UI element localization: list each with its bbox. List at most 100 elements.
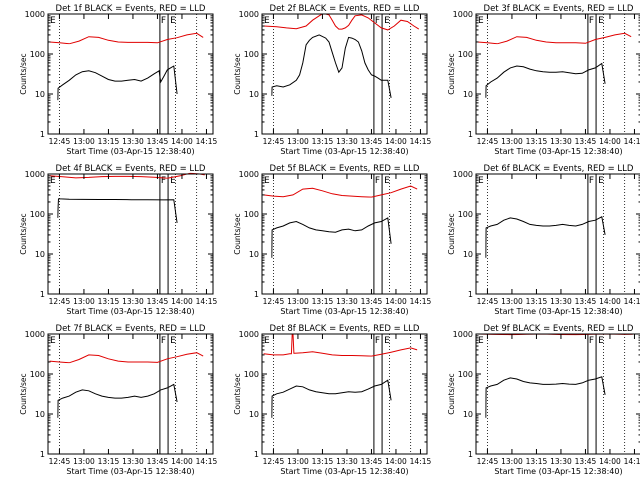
x-tick-label: 13:15 bbox=[312, 137, 334, 146]
x-tick-label: 14:15 bbox=[196, 457, 218, 466]
flag-label-e: E bbox=[598, 336, 604, 346]
y-tick-label: 1 bbox=[254, 130, 259, 139]
flag-label-f: F bbox=[589, 336, 594, 346]
plot-frame bbox=[261, 13, 428, 135]
x-axis-label: Start Time (03-Apr-15 12:38:40) bbox=[66, 467, 194, 476]
x-tick-label: 13:00 bbox=[287, 297, 309, 306]
y-axis-label: Counts/sec bbox=[233, 373, 242, 414]
y-tick-label: 100 bbox=[458, 50, 473, 59]
y-tick-label: 10 bbox=[35, 250, 45, 259]
x-tick-label: 13:30 bbox=[550, 297, 572, 306]
series-line-lld bbox=[478, 33, 632, 44]
y-tick-label: 100 bbox=[30, 210, 45, 219]
x-tick-label: 13:45 bbox=[361, 457, 383, 466]
x-tick-label: 14:00 bbox=[385, 137, 407, 146]
flag-label-f: F bbox=[375, 16, 380, 26]
plot-frame bbox=[261, 173, 428, 295]
x-axis-label: Start Time (03-Apr-15 12:38:40) bbox=[280, 147, 408, 156]
y-tick-label: 10 bbox=[249, 90, 259, 99]
y-tick-label: 1 bbox=[254, 290, 259, 299]
series-line-lld bbox=[264, 334, 418, 356]
flag-label-s: E bbox=[50, 176, 56, 186]
chart-title: Det 7f BLACK = Events, RED = LLD bbox=[56, 324, 206, 334]
flag-label-f: F bbox=[375, 336, 380, 346]
series-line-events bbox=[486, 377, 605, 418]
flag-label-s: E bbox=[478, 176, 484, 186]
x-tick-label: 14:00 bbox=[599, 137, 621, 146]
chart-title: Det 9f BLACK = Events, RED = LLD bbox=[484, 324, 634, 334]
series-line-lld bbox=[264, 186, 418, 197]
x-tick-label: 14:15 bbox=[196, 137, 218, 146]
flag-label-e: E bbox=[170, 176, 176, 186]
x-tick-label: 13:30 bbox=[122, 297, 144, 306]
x-tick-label: 13:30 bbox=[336, 457, 358, 466]
series-line-lld bbox=[50, 353, 204, 363]
chart-title: Det 5f BLACK = Events, RED = LLD bbox=[270, 164, 420, 174]
flag-label-f: F bbox=[161, 336, 166, 346]
y-tick-label: 10 bbox=[463, 90, 473, 99]
x-tick-label: 13:45 bbox=[575, 137, 597, 146]
y-tick-label: 100 bbox=[244, 50, 259, 59]
chart-title: Det 2f BLACK = Events, RED = LLD bbox=[270, 4, 420, 14]
y-tick-label: 1000 bbox=[25, 10, 45, 19]
series-line-lld bbox=[264, 14, 419, 30]
y-tick-label: 1 bbox=[40, 450, 45, 459]
x-tick-label: 14:15 bbox=[410, 457, 432, 466]
chart-title: Det 4f BLACK = Events, RED = LLD bbox=[56, 164, 206, 174]
x-tick-label: 12:45 bbox=[49, 457, 71, 466]
x-tick-label: 13:45 bbox=[361, 297, 383, 306]
series-line-events bbox=[486, 64, 605, 98]
x-tick-label: 13:00 bbox=[501, 297, 523, 306]
x-tick-label: 13:45 bbox=[147, 137, 169, 146]
x-tick-label: 13:45 bbox=[147, 457, 169, 466]
y-tick-label: 10 bbox=[463, 250, 473, 259]
y-tick-label: 1000 bbox=[239, 170, 259, 179]
plot-frame bbox=[475, 13, 640, 135]
x-tick-label: 13:00 bbox=[73, 297, 95, 306]
x-tick-label: 13:15 bbox=[526, 297, 548, 306]
flag-label-s: E bbox=[478, 336, 484, 346]
x-axis-label: Start Time (03-Apr-15 12:38:40) bbox=[66, 307, 194, 316]
y-tick-label: 1 bbox=[40, 290, 45, 299]
y-axis-label: Counts/sec bbox=[447, 373, 456, 414]
plot-frame bbox=[47, 13, 214, 135]
y-tick-label: 10 bbox=[249, 250, 259, 259]
y-tick-label: 100 bbox=[458, 210, 473, 219]
plot-frame bbox=[475, 333, 640, 455]
chart-title: Det 6f BLACK = Events, RED = LLD bbox=[484, 164, 634, 174]
series-line-events bbox=[58, 384, 177, 418]
x-tick-label: 13:45 bbox=[147, 297, 169, 306]
x-tick-label: 13:30 bbox=[122, 137, 144, 146]
flag-label-e: E bbox=[598, 176, 604, 186]
y-axis-label: Counts/sec bbox=[233, 53, 242, 94]
y-tick-label: 1 bbox=[40, 130, 45, 139]
y-axis-label: Counts/sec bbox=[233, 213, 242, 254]
x-tick-label: 13:15 bbox=[526, 137, 548, 146]
y-tick-label: 1000 bbox=[453, 170, 473, 179]
x-axis-label: Start Time (03-Apr-15 12:38:40) bbox=[280, 467, 408, 476]
flag-label-e: E bbox=[384, 336, 390, 346]
y-tick-label: 1000 bbox=[239, 330, 259, 339]
y-axis-label: Counts/sec bbox=[447, 213, 456, 254]
series-line-events bbox=[486, 217, 605, 258]
x-tick-label: 13:00 bbox=[287, 137, 309, 146]
series-line-events bbox=[272, 35, 391, 98]
x-tick-label: 13:00 bbox=[501, 137, 523, 146]
y-tick-label: 1 bbox=[468, 130, 473, 139]
x-tick-label: 14:00 bbox=[171, 457, 193, 466]
y-tick-label: 10 bbox=[35, 90, 45, 99]
x-tick-label: 14:15 bbox=[196, 297, 218, 306]
x-tick-label: 14:00 bbox=[385, 297, 407, 306]
x-tick-label: 12:45 bbox=[263, 297, 285, 306]
y-tick-label: 100 bbox=[244, 210, 259, 219]
x-tick-label: 13:15 bbox=[312, 457, 334, 466]
flag-label-e: E bbox=[598, 16, 604, 26]
y-tick-label: 100 bbox=[244, 370, 259, 379]
x-tick-label: 14:00 bbox=[599, 297, 621, 306]
x-tick-label: 12:45 bbox=[263, 457, 285, 466]
y-tick-label: 100 bbox=[30, 370, 45, 379]
